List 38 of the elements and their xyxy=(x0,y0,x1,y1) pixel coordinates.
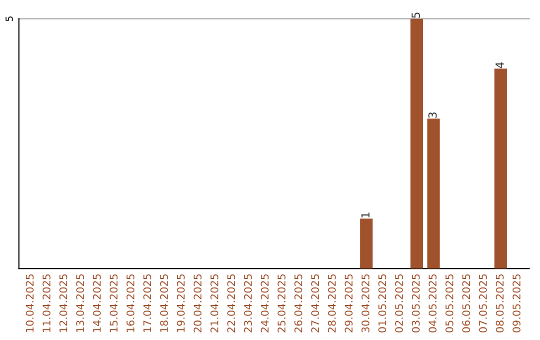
x-tick-label: 22.04.2025 xyxy=(227,274,236,332)
x-tick-label: 08.05.2025 xyxy=(496,274,504,332)
x-tick-label: 24.04.2025 xyxy=(260,274,269,332)
x-tick-label: 19.04.2025 xyxy=(176,274,185,332)
x-tick-label: 06.05.2025 xyxy=(462,274,470,332)
x-tick-label: 27.04.2025 xyxy=(311,274,320,332)
x-tick-label: 26.04.2025 xyxy=(294,274,302,332)
x-tick-label: 02.05.2025 xyxy=(395,274,403,332)
x-tick-label: 21.04.2025 xyxy=(210,274,218,332)
data-label: 1 xyxy=(361,212,370,218)
x-tick-label: 03.05.2025 xyxy=(412,274,420,332)
bar xyxy=(427,118,440,269)
x-tick-label: 30.04.2025 xyxy=(362,274,370,332)
x-tick-label: 12.04.2025 xyxy=(59,274,68,332)
x-tick-label: 18.04.2025 xyxy=(160,274,168,332)
x-tick-label: 04.05.2025 xyxy=(428,274,437,332)
x-tick-label: 09.05.2025 xyxy=(512,274,520,332)
x-tick-label: 14.04.2025 xyxy=(92,274,101,332)
x-tick-label: 15.04.2025 xyxy=(110,274,118,332)
x-tick-label: 20.04.2025 xyxy=(194,274,202,332)
x-tick-label: 16.04.2025 xyxy=(126,274,134,332)
x-tick-label: 25.04.2025 xyxy=(278,274,286,332)
x-tick-label: 23.04.2025 xyxy=(244,274,252,332)
x-tick-label: 07.05.2025 xyxy=(479,274,487,332)
x-tick-label: 05.05.2025 xyxy=(445,274,454,332)
x-tick-label: 29.04.2025 xyxy=(344,274,353,332)
data-label: 4 xyxy=(496,62,504,68)
x-tick-label: 01.05.2025 xyxy=(378,274,386,332)
bar xyxy=(360,218,373,269)
x-tick-label: 13.04.2025 xyxy=(76,274,84,332)
x-tick-label: 17.04.2025 xyxy=(143,274,152,332)
data-label: 5 xyxy=(412,12,420,18)
x-tick-label: 10.04.2025 xyxy=(26,274,34,332)
bar xyxy=(494,68,507,269)
x-tick-label: 28.04.2025 xyxy=(328,274,336,332)
x-tick-label: 11.04.2025 xyxy=(42,274,50,332)
data-label: 3 xyxy=(428,112,437,118)
bar xyxy=(410,18,424,269)
